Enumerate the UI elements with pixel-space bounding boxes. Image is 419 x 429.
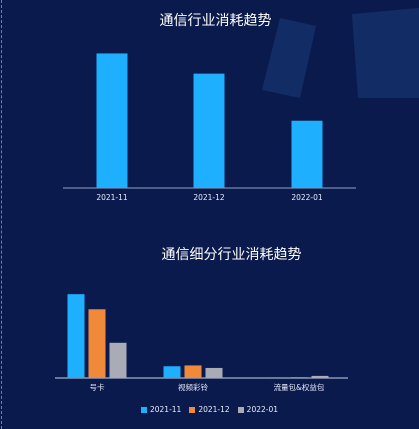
legend-swatch [189,406,196,413]
chart-2-tick-label: 号卡 [90,382,105,392]
chart-2-subindustry-trend: 号卡 视频彩铃 流量包&权益包 [55,294,348,392]
legend-swatch [140,406,147,413]
chart-2-legend: 2021-11 2021-12 2022-01 [0,405,419,414]
chart-1-title: 通信行业消耗趋势 [159,13,272,29]
chart-2-tick-label: 流量包&权益包 [274,382,325,392]
legend-label: 2022-01 [246,405,279,414]
legend-swatch [237,406,244,413]
legend-label: 2021-11 [149,405,182,414]
chart-2-bar-视频彩铃-2021-12 [184,365,202,378]
left-dashed-border [1,0,2,429]
chart-1-tick-label: 2021-12 [193,193,225,202]
chart-1-bar-2021-11 [96,53,128,188]
chart-1-bar-2022-01 [291,120,323,188]
chart-2-bar-号卡-2021-12 [88,309,106,378]
chart-2-bar-流量包&权益包-2021-12 [290,377,308,378]
decor-shape-1 [262,18,316,98]
chart-2-bar-号卡-2021-11 [67,294,85,378]
legend-item[interactable]: 2022-01 [237,405,279,414]
chart-1-bar-2021-12 [193,73,225,188]
chart-2-bar-号卡-2022-01 [109,342,127,378]
legend-label: 2021-12 [198,405,230,414]
chart-2-bar-视频彩铃-2021-11 [163,366,181,378]
decor-shape-2 [352,8,419,98]
legend-item[interactable]: 2021-11 [140,405,182,414]
chart-2-title: 通信细分行业消耗趋势 [161,247,302,263]
chart-2-bar-视频彩铃-2022-01 [205,367,223,378]
chart-2-tick-label: 视频彩铃 [178,382,208,392]
chart-1-tick-label: 2021-11 [96,193,128,202]
legend-item[interactable]: 2021-12 [189,405,230,414]
chart-2-bar-流量包&权益包-2022-01 [311,375,329,378]
chart-1-tick-label: 2022-01 [291,193,323,202]
chart-2-bar-流量包&权益包-2021-11 [269,377,287,378]
chart-1-communication-industry-trend: 2021-11 2021-12 2022-01 [63,53,356,202]
